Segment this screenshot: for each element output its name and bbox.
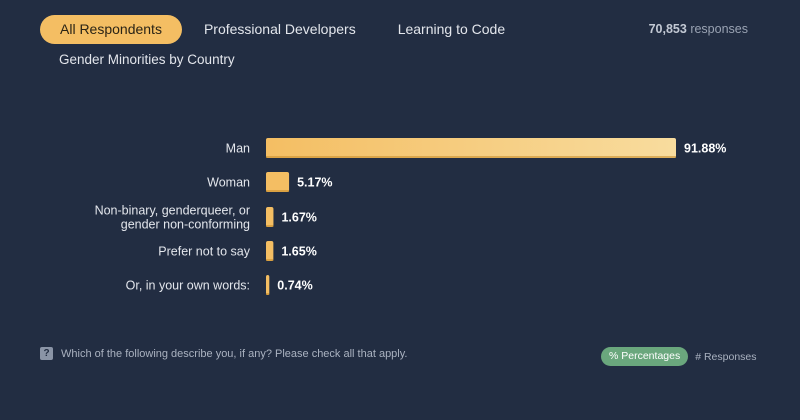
question-text: Which of the following describe you, if … <box>61 347 408 360</box>
bar-shadow-4 <box>266 293 270 295</box>
bar-shadow-1 <box>266 190 290 192</box>
bar-value-label-3: 1.65% <box>281 245 316 259</box>
chart-subtitle: Gender Minorities by Country <box>59 52 235 67</box>
bar-shadow-3 <box>266 259 274 261</box>
bar-shadow-0 <box>266 156 676 158</box>
bar-value-label-4: 0.74% <box>277 279 312 293</box>
category-label-4-0: Or, in your own words: <box>126 279 250 293</box>
bar-0 <box>266 138 676 158</box>
display-toggle: % Percentages # Responses <box>601 347 757 366</box>
response-count-number: 70,853 <box>648 22 687 36</box>
question-icon: ? <box>40 347 53 360</box>
tab-learning-to-code[interactable]: Learning to Code <box>397 21 506 37</box>
category-label-0-0: Man <box>226 142 250 156</box>
tab-professional-developers[interactable]: Professional Developers <box>203 21 356 37</box>
category-label-2-1: gender non-conforming <box>121 218 250 232</box>
bar-value-label-0: 91.88% <box>684 142 726 156</box>
bar-value-label-1: 5.17% <box>297 176 332 190</box>
tab-all-respondents[interactable]: All Respondents <box>40 15 182 44</box>
bar-chart: 91.88% Man 5.17% Woman 1.67% Non-binary, gend… <box>95 138 726 295</box>
response-count-suffix: responses <box>690 22 748 36</box>
tab-bar: All Respondents Professional Developers … <box>40 15 525 44</box>
category-label-3-0: Prefer not to say <box>158 245 250 259</box>
bar-1 <box>266 172 290 192</box>
responses-toggle-button[interactable]: # Responses <box>695 350 757 363</box>
category-label-2-0: Non-binary, genderqueer, or <box>95 204 250 218</box>
category-label-1-0: Woman <box>207 176 250 190</box>
response-count: 70,853 responses <box>649 22 748 36</box>
percentages-toggle-button[interactable]: % Percentages <box>601 347 689 366</box>
bar-value-label-2: 1.67% <box>281 211 316 225</box>
bar-3 <box>266 241 274 261</box>
bar-shadow-2 <box>266 225 274 227</box>
bar-2 <box>266 207 274 227</box>
question-note: ? Which of the following describe you, i… <box>40 347 407 360</box>
bar-4 <box>266 275 270 295</box>
